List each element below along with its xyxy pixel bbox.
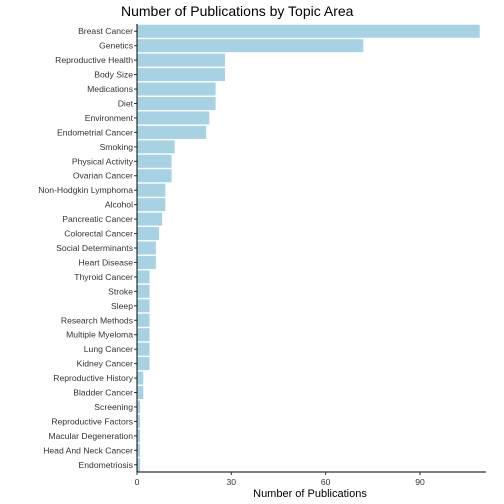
category-label: Social Determinants — [56, 243, 133, 253]
category-label: Heart Disease — [79, 257, 134, 267]
category-label: Body Size — [94, 70, 133, 80]
category-label: Head And Neck Cancer — [43, 445, 133, 455]
bar — [137, 212, 163, 226]
bar — [137, 198, 166, 212]
bar — [137, 255, 156, 269]
category-label: Reproductive Health — [55, 55, 133, 65]
category-label: Medications — [87, 84, 133, 94]
category-label: Research Methods — [61, 315, 133, 325]
bar — [137, 227, 160, 241]
category-label: Smoking — [100, 142, 134, 152]
bar — [137, 140, 175, 154]
category-label: Breast Cancer — [78, 26, 133, 36]
category-label: Genetics — [99, 41, 133, 51]
x-tick-label: 30 — [227, 477, 237, 487]
category-label: Physical Activity — [72, 156, 134, 166]
x-ticks-group: 0 30 60 90 — [135, 472, 425, 487]
bar — [137, 183, 166, 197]
category-label: Reproductive History — [53, 373, 133, 383]
bar — [137, 443, 141, 457]
category-label: Environment — [85, 113, 134, 123]
bar — [137, 458, 141, 472]
bar — [137, 111, 210, 125]
category-label: Endometrial Cancer — [57, 127, 133, 137]
category-labels-group: Breast Cancer Genetics Reproductive Health… — [38, 26, 137, 470]
bar — [137, 284, 150, 298]
category-label: Thyroid Cancer — [74, 272, 133, 282]
bar — [137, 313, 150, 327]
category-label: Kidney Cancer — [77, 359, 134, 369]
bar — [137, 24, 480, 38]
bar — [137, 357, 150, 371]
category-label: Macular Degeneration — [48, 431, 133, 441]
x-axis-title: Number of Publications — [253, 488, 367, 500]
bar — [137, 371, 144, 385]
bar — [137, 342, 150, 356]
category-label: Multiple Myeloma — [66, 330, 133, 340]
x-tick-label: 90 — [415, 477, 425, 487]
bars-group — [137, 24, 480, 472]
bar — [137, 414, 141, 428]
chart-title: Number of Publications by Topic Area — [121, 3, 354, 19]
category-label: Sleep — [111, 301, 133, 311]
bar — [137, 386, 144, 400]
category-label: Alcohol — [105, 200, 133, 210]
x-tick-label: 60 — [321, 477, 331, 487]
category-label: Diet — [118, 98, 134, 108]
bar — [137, 39, 364, 53]
category-label: Lung Cancer — [84, 344, 133, 354]
category-label: Endometriosis — [79, 460, 133, 470]
category-label: Pancreatic Cancer — [62, 214, 133, 224]
category-label: Colorectal Cancer — [64, 229, 133, 239]
bar — [137, 241, 156, 255]
bar — [137, 125, 207, 139]
x-tick-label: 0 — [135, 477, 140, 487]
bar — [137, 299, 150, 313]
category-label: Screening — [94, 402, 133, 412]
bar — [137, 270, 150, 284]
category-label: Ovarian Cancer — [73, 171, 133, 181]
bar — [137, 96, 216, 110]
category-label: Non-Hodgkin Lymphoma — [38, 185, 133, 195]
bar — [137, 68, 226, 82]
bar — [137, 169, 172, 183]
bar — [137, 53, 226, 67]
bar — [137, 429, 141, 443]
bar — [137, 82, 216, 96]
category-label: Bladder Cancer — [73, 388, 133, 398]
bar — [137, 154, 172, 168]
category-label: Stroke — [108, 286, 133, 296]
bar — [137, 400, 141, 414]
category-label: Reproductive Factors — [51, 416, 133, 426]
bar — [137, 328, 150, 342]
